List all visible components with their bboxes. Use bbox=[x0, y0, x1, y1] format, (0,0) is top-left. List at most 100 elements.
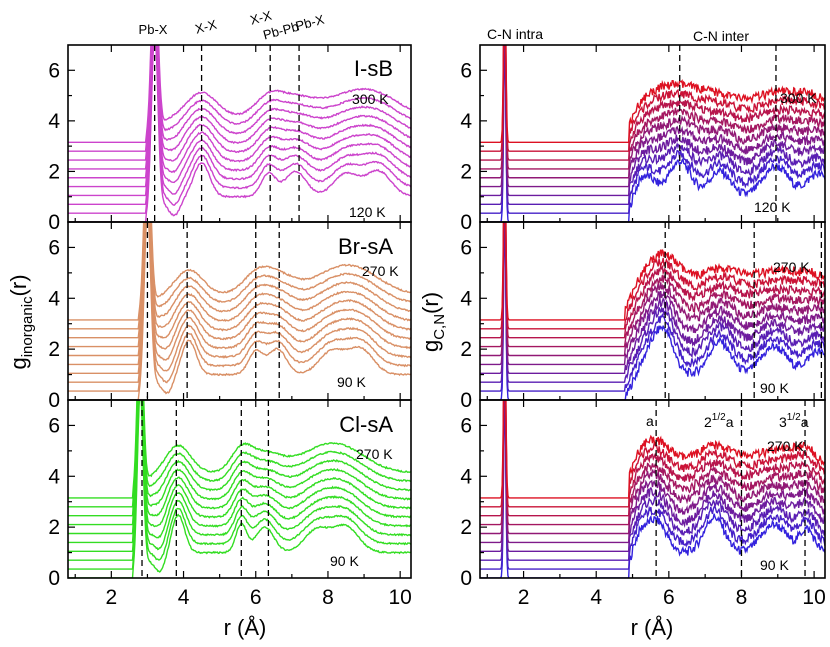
lattice-label-a: a bbox=[646, 413, 654, 429]
series-Cl-sA-9 bbox=[68, 400, 411, 508]
series-Cl-sA-8 bbox=[68, 400, 411, 517]
series-r-Br-sA-3 bbox=[480, 222, 825, 383]
series-Br-sA-9 bbox=[68, 222, 411, 330]
series-r-I-sB-10 bbox=[480, 45, 825, 144]
series-Br-sA-2 bbox=[68, 222, 411, 392]
ytick-label-r-I-sB-6: 6 bbox=[460, 59, 472, 82]
ytick-label-r-Cl-sA-6: 6 bbox=[460, 414, 472, 437]
series-r-I-sB-3 bbox=[480, 45, 825, 205]
lattice-label-sqrt2a: 21/2a bbox=[704, 412, 734, 430]
series-I-sB-4 bbox=[68, 45, 411, 197]
temp-high-Cl-sA: 270 K bbox=[356, 446, 393, 462]
temp-high-r-Br-sA: 270 K bbox=[773, 259, 810, 275]
left-ylabel-sub: inorganic bbox=[19, 296, 36, 357]
lattice-label-sqrt3a: 31/2a bbox=[779, 412, 809, 430]
series-r-Br-sA-7 bbox=[480, 222, 825, 348]
series-Br-sA-7 bbox=[68, 222, 411, 348]
temp-low-r-Cl-sA: 90 K bbox=[760, 557, 789, 573]
series-r-Cl-sA-1 bbox=[480, 400, 825, 578]
ytick-label-Cl-sA-6: 6 bbox=[48, 414, 60, 437]
panel-r-Br-sA bbox=[480, 222, 825, 400]
ytick-label-r-Cl-sA-2: 2 bbox=[460, 516, 472, 539]
xtick-label-left-8: 8 bbox=[322, 586, 334, 609]
peak-label-x-x-1: X-X bbox=[193, 17, 218, 37]
panel-Cl-sA bbox=[68, 400, 411, 578]
series-I-sB-8 bbox=[68, 45, 411, 161]
peak-label-x-x-2: X-X bbox=[248, 8, 273, 28]
curves-Br-sA bbox=[68, 222, 411, 400]
xtick-label-left-6: 6 bbox=[250, 586, 262, 609]
ytick-label-I-sB-6: 6 bbox=[48, 59, 60, 82]
right-ylabel-sub: C,N bbox=[431, 314, 448, 340]
xtick-label-left-10: 10 bbox=[388, 586, 411, 609]
series-Br-sA-3 bbox=[68, 222, 411, 383]
panel-r-I-sB bbox=[480, 45, 825, 222]
xtick-label-right-4: 4 bbox=[590, 586, 602, 609]
series-r-Cl-sA-3 bbox=[480, 400, 825, 561]
series-r-Br-sA-1 bbox=[480, 222, 825, 400]
series-I-sB-2 bbox=[68, 45, 411, 214]
right-ylabel-tail: (r) bbox=[418, 292, 443, 314]
series-Cl-sA-7 bbox=[68, 400, 411, 526]
panel-label-I-sB: I-sB bbox=[354, 56, 393, 81]
right-y-axis-label: gC,N(r) bbox=[418, 292, 448, 352]
series-r-Br-sA-8 bbox=[480, 222, 825, 339]
series-r-Br-sA-4 bbox=[480, 222, 825, 374]
series-Cl-sA-5 bbox=[68, 400, 411, 544]
frame-r-Cl-sA bbox=[479, 399, 826, 579]
xtick-label-right-2: 2 bbox=[518, 586, 530, 609]
peak-label-pb-x-1: Pb-X bbox=[139, 22, 168, 37]
temp-high-r-Cl-sA: 270 K bbox=[767, 438, 804, 454]
ytick-label-r-Cl-sA-4: 4 bbox=[460, 465, 472, 488]
panel-label-Cl-sA: Cl-sA bbox=[339, 412, 393, 437]
panel-r-Cl-sA bbox=[480, 400, 825, 578]
xtick-label-right-6: 6 bbox=[663, 586, 675, 609]
panel-I-sB bbox=[68, 45, 411, 222]
temp-low-r-Br-sA: 90 K bbox=[760, 380, 789, 396]
ytick-label-I-sB-2: 2 bbox=[48, 160, 60, 183]
series-I-sB-10 bbox=[68, 45, 411, 144]
ytick-label-Cl-sA-4: 4 bbox=[48, 465, 60, 488]
left-x-axis-label: r (Å) bbox=[224, 615, 267, 640]
ytick-label-r-Br-sA-4: 4 bbox=[460, 287, 472, 310]
temp-low-Br-sA: 90 K bbox=[337, 374, 366, 390]
curves-r-I-sB bbox=[480, 45, 825, 222]
series-Br-sA-8 bbox=[68, 222, 411, 339]
series-r-Br-sA-6 bbox=[480, 222, 825, 357]
curves-r-Cl-sA bbox=[480, 400, 825, 578]
series-r-Br-sA-9 bbox=[480, 222, 825, 330]
ytick-label-Cl-sA-2: 2 bbox=[48, 516, 60, 539]
temp-high-Br-sA: 270 K bbox=[362, 263, 399, 279]
ytick-label-I-sB-0: 0 bbox=[48, 211, 60, 234]
ytick-label-r-I-sB-4: 4 bbox=[460, 110, 472, 133]
series-r-Cl-sA-6 bbox=[480, 400, 825, 535]
lattice-sqrt3-tail: a bbox=[801, 414, 809, 430]
series-r-Cl-sA-5 bbox=[480, 400, 825, 544]
frame-Cl-sA bbox=[67, 399, 412, 579]
temp-low-r-I-sB: 120 K bbox=[754, 199, 791, 215]
ytick-label-r-I-sB-0: 0 bbox=[460, 211, 472, 234]
series-r-Br-sA-10 bbox=[480, 222, 825, 321]
ytick-label-r-Br-sA-6: 6 bbox=[460, 236, 472, 259]
ytick-label-Cl-sA-0: 0 bbox=[48, 567, 60, 590]
ytick-label-Br-sA-6: 6 bbox=[48, 236, 60, 259]
left-ylabel-tail: (r) bbox=[6, 274, 31, 296]
c-n-intra-label: C-N intra bbox=[487, 26, 543, 42]
temp-low-Cl-sA: 90 K bbox=[330, 553, 359, 569]
series-I-sB-9 bbox=[68, 45, 411, 152]
series-Cl-sA-3 bbox=[68, 400, 411, 561]
ytick-label-I-sB-4: 4 bbox=[48, 110, 60, 133]
ytick-label-Br-sA-2: 2 bbox=[48, 338, 60, 361]
temp-high-I-sB: 300 K bbox=[352, 91, 389, 107]
curves-r-Br-sA bbox=[480, 222, 825, 400]
series-r-Cl-sA-2 bbox=[480, 400, 825, 570]
lattice-sqrt3-sup: 1/2 bbox=[787, 412, 801, 423]
ytick-label-Br-sA-4: 4 bbox=[48, 287, 60, 310]
peak-label-pb-x-2: Pb-X bbox=[294, 12, 326, 34]
panel-Br-sA bbox=[68, 222, 411, 400]
xtick-label-left-2: 2 bbox=[105, 586, 117, 609]
series-r-Br-sA-2 bbox=[480, 222, 825, 392]
series-Br-sA-10 bbox=[68, 222, 411, 321]
left-ylabel-main: g bbox=[6, 357, 31, 369]
